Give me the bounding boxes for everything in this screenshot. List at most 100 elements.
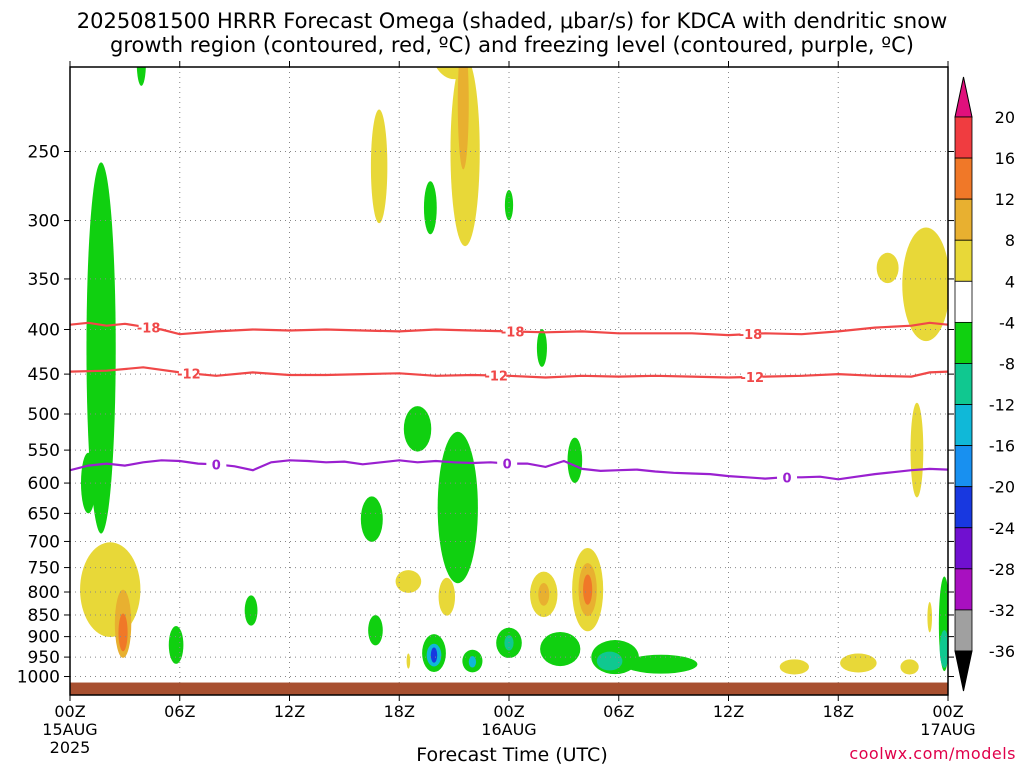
contour-label: -18 <box>501 325 525 340</box>
omega-region <box>538 583 550 606</box>
omega-region <box>927 602 932 633</box>
chart-title-line2: growth region (contoured, red, ºC) and f… <box>110 33 914 57</box>
contour-label: 0 <box>503 458 512 473</box>
y-tick-label: 750 <box>28 559 60 579</box>
contour-label-bg <box>740 327 761 342</box>
contour-label-bg <box>178 366 199 381</box>
omega-region <box>437 431 478 584</box>
contour-label-bg <box>206 457 227 472</box>
y-tick-label: 400 <box>28 321 60 341</box>
colorbar-label: -4 <box>999 313 1015 332</box>
colorbar-bin <box>954 239 973 282</box>
colorbar-bin <box>954 404 973 447</box>
contour-label-bg <box>497 456 518 471</box>
omega-region <box>168 626 184 664</box>
contour-label: -12 <box>741 371 765 386</box>
omega-region <box>840 653 877 673</box>
omega-region <box>902 227 948 342</box>
omega-region <box>244 595 258 626</box>
y-tick-label: 300 <box>28 212 60 232</box>
contour-label: -12 <box>177 367 201 382</box>
y-tick-label: 600 <box>28 474 60 494</box>
x-tick-label: 12Z <box>274 702 305 721</box>
colorbar-label: 12 <box>995 190 1015 209</box>
colorbar-bin <box>954 321 973 364</box>
omega-region <box>900 659 919 675</box>
ground-layer <box>70 682 948 695</box>
x-tick-date: 17AUG <box>920 720 975 739</box>
omega-region <box>118 613 128 652</box>
colorbar-label: -28 <box>989 560 1015 579</box>
y-tick-label: 550 <box>28 441 60 461</box>
colorbar-bin <box>954 280 973 323</box>
y-tick-label: 700 <box>28 532 60 552</box>
contour-label: 0 <box>212 458 221 473</box>
colorbar-bin <box>954 198 973 241</box>
colorbar-bin <box>954 116 973 159</box>
omega-region <box>86 162 116 534</box>
chart-title-line1: 2025081500 HRRR Forecast Omega (shaded, … <box>76 9 948 33</box>
contour-line <box>70 366 948 379</box>
y-tick-label: 650 <box>28 504 60 524</box>
x-tick-label: 06Z <box>164 702 195 721</box>
source-credit: coolwx.com/models <box>849 744 1016 763</box>
y-tick-label: 900 <box>28 628 60 648</box>
x-tick-label: 06Z <box>603 702 634 721</box>
colorbar-label: 20 <box>995 108 1015 127</box>
x-tick-label: 00Z <box>493 702 524 721</box>
x-tick-year: 2025 <box>50 738 91 757</box>
omega-region <box>438 577 456 616</box>
x-axis-label: Forecast Time (UTC) <box>416 744 608 766</box>
omega-region <box>583 574 593 605</box>
omega-region <box>536 329 547 367</box>
x-tick-label: 12Z <box>713 702 744 721</box>
colorbar-label: -32 <box>989 601 1015 620</box>
omega-region <box>779 659 809 675</box>
omega-region <box>596 651 623 671</box>
colorbar-bottom-arrow <box>954 650 973 692</box>
omega-region <box>360 496 383 542</box>
contour-label: 0 <box>783 471 792 486</box>
y-tick-label: 450 <box>28 365 60 385</box>
plot-frame <box>69 66 949 696</box>
gridlines <box>70 67 948 695</box>
colorbar-bin <box>954 609 973 652</box>
colorbar-top-arrow <box>954 76 973 118</box>
colorbar-bin <box>954 445 973 488</box>
colorbar-label: -36 <box>989 642 1015 661</box>
colorbar-label: -16 <box>989 437 1015 456</box>
colorbar-label: -20 <box>989 478 1015 497</box>
omega-region <box>504 189 514 221</box>
y-tick-label: 250 <box>28 143 60 163</box>
colorbar-label: -12 <box>989 396 1015 415</box>
omega-region <box>430 647 438 663</box>
y-tick-label: 1000 <box>17 668 60 688</box>
plot-axes: 2503003504004505005506006507007508008509… <box>17 61 976 757</box>
y-tick-label: 800 <box>28 583 60 603</box>
omega-region <box>567 437 583 484</box>
omega-shading <box>80 67 948 675</box>
y-tick-label: 950 <box>28 648 60 668</box>
contour-lines: -18 -18 -18 -12 -12 -12 0 0 0 <box>70 320 948 486</box>
y-tick-label: 350 <box>28 270 60 290</box>
contour-label-bg <box>742 369 763 384</box>
x-tick-label: 00Z <box>54 702 85 721</box>
colorbar-label: -8 <box>999 354 1015 373</box>
omega-region <box>370 109 388 224</box>
contour-label-bg <box>486 368 507 383</box>
omega-region <box>423 181 437 235</box>
colorbar-bin <box>954 157 973 200</box>
colorbar-bin <box>954 363 973 405</box>
colorbar-label: -24 <box>989 519 1015 538</box>
omega-region <box>910 402 924 498</box>
contour-label-bg <box>138 320 159 335</box>
y-tick-label: 850 <box>28 606 60 626</box>
x-tick-date: 15AUG <box>42 720 97 739</box>
omega-region <box>939 630 948 668</box>
colorbar-label: 4 <box>1005 272 1015 291</box>
contour-label-bg <box>502 324 523 339</box>
omega-region <box>468 656 477 668</box>
ground-fill <box>70 682 948 695</box>
contour-label: -18 <box>739 328 763 343</box>
